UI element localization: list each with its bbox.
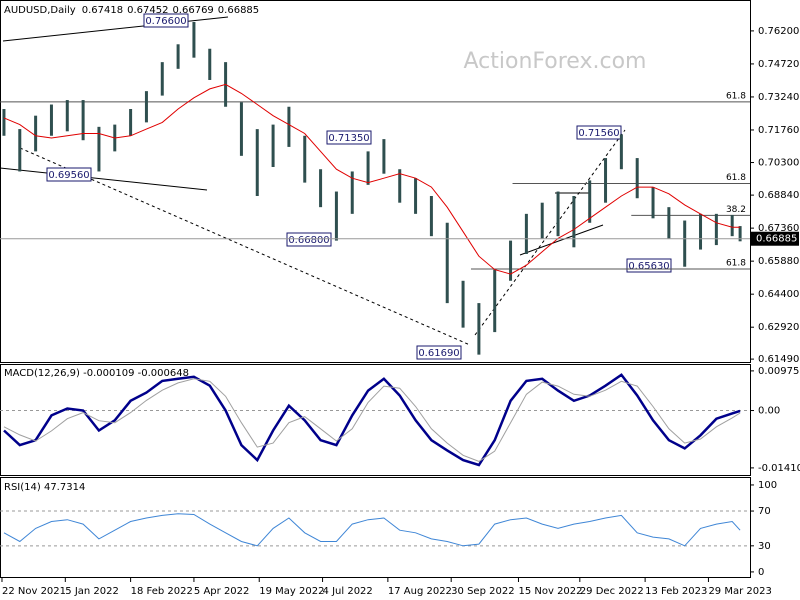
annotation: 0.76600 bbox=[145, 16, 186, 27]
annotation-box bbox=[143, 13, 189, 28]
y-tick-label: 0.009751 bbox=[758, 366, 800, 377]
low: 0.66769 bbox=[172, 5, 213, 16]
y-tick-label: 0.61490 bbox=[758, 354, 799, 365]
x-tick-label: 5 Apr 2022 bbox=[194, 586, 249, 597]
level-label: 61.8 bbox=[726, 258, 746, 268]
annotation-box bbox=[286, 232, 332, 247]
y-tick-label: 0.68840 bbox=[758, 190, 799, 201]
y-tick-label: 0.74720 bbox=[758, 59, 799, 70]
trend-line bbox=[19, 147, 471, 346]
rsi-panel bbox=[0, 477, 751, 578]
trend-line bbox=[474, 129, 626, 336]
y-tick-label: -0.014107 bbox=[758, 463, 800, 474]
annotation: 0.66800 bbox=[288, 235, 329, 246]
x-tick-label: 17 Aug 2022 bbox=[388, 586, 452, 597]
y-tick-label: 0.64400 bbox=[758, 289, 799, 300]
annotation: 0.71560 bbox=[578, 128, 619, 139]
level-label: 38.2 bbox=[726, 205, 746, 215]
close: 0.66885 bbox=[218, 5, 259, 16]
price-panel bbox=[0, 0, 751, 363]
y-tick-label: 0.00 bbox=[758, 406, 780, 417]
trend-lines bbox=[0, 16, 626, 346]
y-tick-label: 0.65880 bbox=[758, 256, 799, 267]
x-tick-label: 15 Nov 2022 bbox=[518, 586, 582, 597]
level-label: 61.8 bbox=[726, 91, 746, 101]
rsi-title: RSI(14) 47.7314 bbox=[4, 482, 85, 493]
annotation: 0.71350 bbox=[328, 133, 369, 144]
macd-title: MACD(12,26,9) -0.000109 -0.000648 bbox=[4, 368, 189, 379]
trend-line bbox=[519, 224, 604, 256]
series-line bbox=[3, 83, 741, 275]
x-tick-label: 19 May 2022 bbox=[259, 586, 324, 597]
header: AUDUSD,Daily 0.67418 0.67452 0.66769 0.66885 bbox=[4, 5, 259, 16]
y-tick-label: 0.76200 bbox=[758, 26, 799, 37]
level-label: 61.8 bbox=[726, 173, 746, 183]
trend-line bbox=[2, 16, 229, 42]
x-tick-label: 4 Jul 2022 bbox=[323, 586, 373, 597]
y-tick-label: 0.71760 bbox=[758, 125, 799, 136]
series-line bbox=[3, 513, 741, 547]
y-tick-label: 0.62920 bbox=[758, 322, 799, 333]
x-tick-label: 5 Jan 2022 bbox=[65, 586, 119, 597]
y-tick-label: 0 bbox=[758, 567, 764, 578]
annotations bbox=[46, 13, 672, 360]
y-tick-label: 30 bbox=[758, 541, 771, 552]
y-tick-label: 100 bbox=[758, 480, 777, 491]
symbol-title: AUDUSD,Daily bbox=[4, 5, 76, 16]
x-tick-label: 30 Sep 2022 bbox=[451, 586, 514, 597]
series-line bbox=[3, 378, 741, 462]
y-tick-label: 0.67360 bbox=[758, 223, 799, 234]
annotation: 0.61690 bbox=[418, 348, 459, 359]
x-tick-label: 13 Feb 2023 bbox=[645, 586, 707, 597]
open: 0.67418 bbox=[82, 5, 123, 16]
last-price-box bbox=[751, 231, 799, 246]
x-tick-label: 29 Mar 2023 bbox=[708, 586, 771, 597]
annotation-box bbox=[46, 167, 92, 182]
trend-line bbox=[0, 167, 208, 191]
annotation-box bbox=[326, 130, 372, 145]
annotation: 0.65630 bbox=[628, 261, 669, 272]
last-price-label: 0.66885 bbox=[756, 234, 797, 245]
series-line bbox=[3, 373, 741, 467]
high: 0.67452 bbox=[127, 5, 168, 16]
x-tick-label: 29 Dec 2022 bbox=[580, 586, 644, 597]
x-tick-label: 22 Nov 2021 bbox=[2, 586, 66, 597]
y-tick-label: 70 bbox=[758, 506, 771, 517]
annotation-box bbox=[576, 125, 622, 140]
x-tick-label: 18 Feb 2022 bbox=[131, 586, 193, 597]
watermark: ActionForex.com bbox=[464, 49, 647, 74]
y-tick-label: 0.73240 bbox=[758, 92, 799, 103]
annotation: 0.69560 bbox=[48, 170, 89, 181]
macd-panel bbox=[0, 364, 751, 476]
annotation-box bbox=[416, 345, 462, 360]
y-tick-label: 0.70300 bbox=[758, 158, 799, 169]
